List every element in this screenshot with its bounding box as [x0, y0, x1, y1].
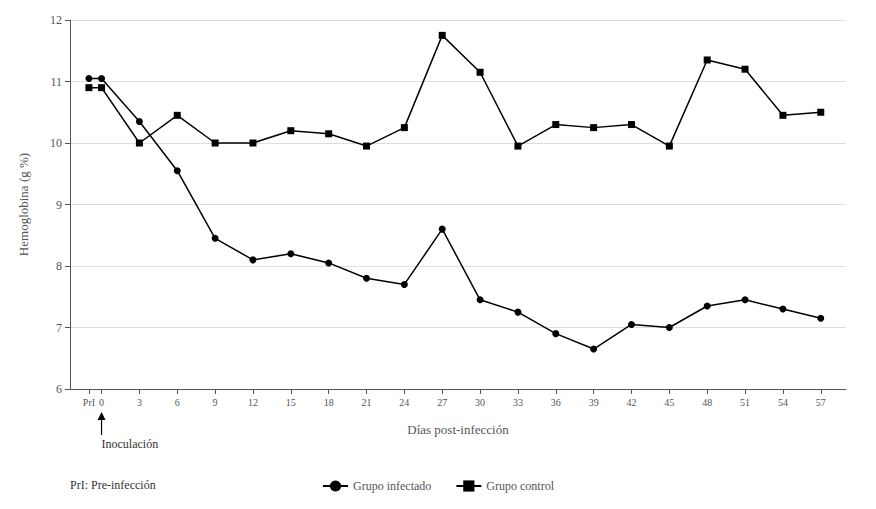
svg-text:Hemoglobina (g %): Hemoglobina (g %)	[16, 153, 31, 256]
svg-text:8: 8	[56, 259, 62, 273]
svg-text:7: 7	[56, 321, 62, 335]
svg-text:9: 9	[56, 198, 62, 212]
svg-text:Grupo control: Grupo control	[486, 479, 554, 493]
svg-text:48: 48	[702, 397, 712, 408]
svg-text:51: 51	[740, 397, 750, 408]
svg-text:36: 36	[551, 397, 561, 408]
svg-text:12: 12	[50, 13, 62, 27]
svg-text:15: 15	[286, 397, 296, 408]
svg-text:6: 6	[175, 397, 180, 408]
svg-text:33: 33	[513, 397, 523, 408]
svg-text:24: 24	[399, 397, 409, 408]
svg-text:Días post-infección: Días post-infección	[407, 422, 509, 437]
svg-text:3: 3	[137, 397, 142, 408]
svg-text:18: 18	[324, 397, 334, 408]
svg-text:Grupo infectado: Grupo infectado	[353, 479, 431, 493]
svg-text:57: 57	[816, 397, 826, 408]
svg-text:54: 54	[778, 397, 788, 408]
svg-text:45: 45	[664, 397, 674, 408]
svg-text:30: 30	[475, 397, 485, 408]
svg-text:11: 11	[50, 75, 62, 89]
svg-text:12: 12	[248, 397, 258, 408]
svg-text:PrI: Pre-infección: PrI: Pre-infección	[70, 478, 156, 492]
svg-text:9: 9	[213, 397, 218, 408]
svg-text:10: 10	[50, 136, 62, 150]
svg-text:42: 42	[626, 397, 636, 408]
svg-text:39: 39	[589, 397, 599, 408]
svg-text:0: 0	[99, 397, 104, 408]
svg-text:21: 21	[362, 397, 372, 408]
svg-text:27: 27	[437, 397, 447, 408]
svg-text:PrI: PrI	[83, 397, 95, 408]
svg-text:6: 6	[56, 382, 62, 396]
svg-text:Inoculación: Inoculación	[102, 437, 159, 451]
